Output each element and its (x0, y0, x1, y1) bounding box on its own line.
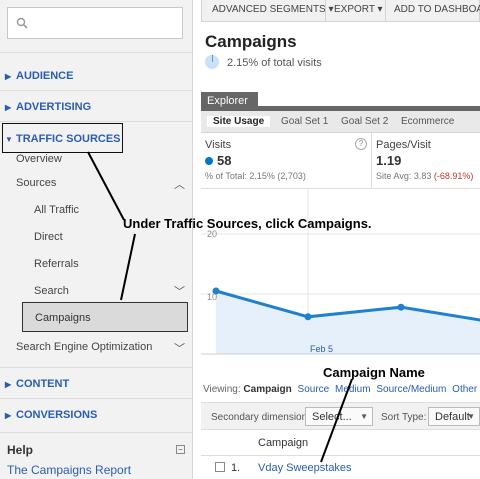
tab-goal-set-1[interactable]: Goal Set 1 (281, 116, 329, 127)
help-icon[interactable]: ? (355, 138, 367, 150)
y-tick-label: 10 (207, 292, 218, 302)
callout-instruction: Under Traffic Sources, click Campaigns. (123, 216, 372, 231)
nav-audience[interactable]: ▶ AUDIENCE (5, 70, 74, 82)
chevron-down-icon[interactable]: ﹀ (174, 286, 185, 298)
data-point (212, 287, 220, 295)
nav-advertising[interactable]: ▶ ADVERTISING (5, 101, 92, 113)
viewing-source-link[interactable]: Source (297, 384, 330, 395)
caret-down-icon: ▾ (377, 4, 383, 15)
secondary-dimension-bar: Secondary dimension: Select... ▼ Sort Typ… (201, 402, 480, 430)
viewing-other-link[interactable]: Other (452, 384, 478, 395)
page-title: Campaigns (205, 32, 297, 51)
sidebar-item-sources[interactable]: Sources (16, 177, 57, 189)
secondary-dimension-select[interactable]: Select... ▼ (305, 407, 373, 426)
data-point (397, 303, 405, 311)
main-content: ADVANCED SEGMENTS ▾ EXPORT ▾ ADD TO DASH… (193, 0, 480, 479)
sort-type-select[interactable]: Default ▼ (428, 407, 480, 426)
sidebar-item-overview[interactable]: Overview (16, 153, 62, 165)
caret-down-icon: ▼ (360, 412, 368, 421)
metrics-panel: Visits ? 58 % of Total: 2.15% (2,703) Pa… (201, 133, 480, 189)
visits-percentage: 2.15% of total visits (227, 57, 322, 69)
export-button[interactable]: EXPORT ▾ (334, 4, 383, 15)
caret-down-icon: ▾ (328, 4, 334, 15)
sidebar-item-search[interactable]: Search (34, 285, 69, 297)
add-to-dashboard-button[interactable]: ADD TO DASHBOARD (394, 4, 480, 15)
row-checkbox[interactable] (215, 462, 225, 472)
viewing-row: Viewing: Campaign Source Medium Source/M… (203, 384, 478, 395)
chart-svg (201, 189, 480, 355)
minimize-icon[interactable]: − (176, 445, 185, 454)
table-row: 1. Vday Sweepstakes (201, 456, 480, 479)
caret-down-icon: ▼ (467, 412, 475, 421)
metric-pages-visit[interactable]: Pages/Visit 1.19 Site Avg: 3.83 (-68.91%… (371, 133, 480, 189)
series-area (216, 291, 480, 354)
viewing-campaign[interactable]: Campaign (243, 384, 292, 395)
column-campaign[interactable]: Campaign (258, 437, 309, 449)
data-point (304, 313, 312, 321)
nav-conversions[interactable]: ▶ CONVERSIONS (5, 409, 98, 421)
series-line (215, 289, 480, 322)
tab-site-usage[interactable]: Site Usage (207, 116, 271, 127)
advanced-segments-button[interactable]: ADVANCED SEGMENTS ▾ (212, 4, 334, 15)
metric-visits[interactable]: Visits ? 58 % of Total: 2.15% (2,703) (201, 133, 371, 189)
sidebar-item-referrals[interactable]: Referrals (34, 258, 79, 270)
chevron-right-icon: ▶ (5, 103, 12, 112)
tab-ecommerce[interactable]: Ecommerce (401, 116, 455, 127)
y-tick-label: 20 (207, 229, 218, 239)
nav-traffic-sources[interactable]: ▼ TRAFFIC SOURCES (5, 133, 121, 145)
campaign-link[interactable]: Vday Sweepstakes (258, 462, 352, 474)
callout-campaign-name: Campaign Name (323, 365, 425, 380)
sidebar-item-all-traffic[interactable]: All Traffic (34, 204, 80, 216)
chevron-right-icon: ▶ (5, 380, 12, 389)
viewing-source-medium-link[interactable]: Source/Medium (376, 384, 447, 395)
sidebar-item-direct[interactable]: Direct (34, 231, 63, 243)
nav-content[interactable]: ▶ CONTENT (5, 378, 70, 390)
tab-goal-set-2[interactable]: Goal Set 2 (341, 116, 389, 127)
table-header: Campaign (201, 430, 480, 456)
series-dot (205, 157, 213, 165)
chevron-down-icon[interactable]: ﹀ (174, 343, 185, 355)
pie-chart-icon (205, 55, 219, 69)
chevron-right-icon: ▶ (5, 411, 12, 420)
help-link-campaigns[interactable]: The Campaigns Report (7, 463, 132, 477)
explorer-subtabs: Site Usage Goal Set 1 Goal Set 2 Ecommer… (201, 111, 480, 133)
sidebar-item-campaigns[interactable]: Campaigns (22, 302, 188, 332)
viewing-medium-link[interactable]: Medium (335, 384, 371, 395)
sidebar: ▶ AUDIENCE ▶ ADVERTISING ▼ TRAFFIC SOURCES … (0, 0, 193, 479)
chevron-down-icon: ▼ (5, 135, 13, 144)
search-icon (16, 17, 28, 29)
line-chart: 20 10 Feb 5 (201, 189, 480, 357)
search-input[interactable] (7, 7, 183, 39)
chevron-right-icon: ▶ (5, 72, 12, 81)
highlight-traffic-sources (2, 123, 123, 153)
toolbar: ADVANCED SEGMENTS ▾ EXPORT ▾ ADD TO DASH… (201, 0, 480, 22)
help-title: Help (7, 443, 34, 457)
tab-explorer[interactable]: Explorer (201, 92, 258, 110)
x-tick-label: Feb 5 (310, 344, 334, 354)
sidebar-item-seo[interactable]: Search Engine Optimization (16, 341, 153, 353)
chevron-up-icon[interactable]: ︿ (174, 179, 185, 191)
